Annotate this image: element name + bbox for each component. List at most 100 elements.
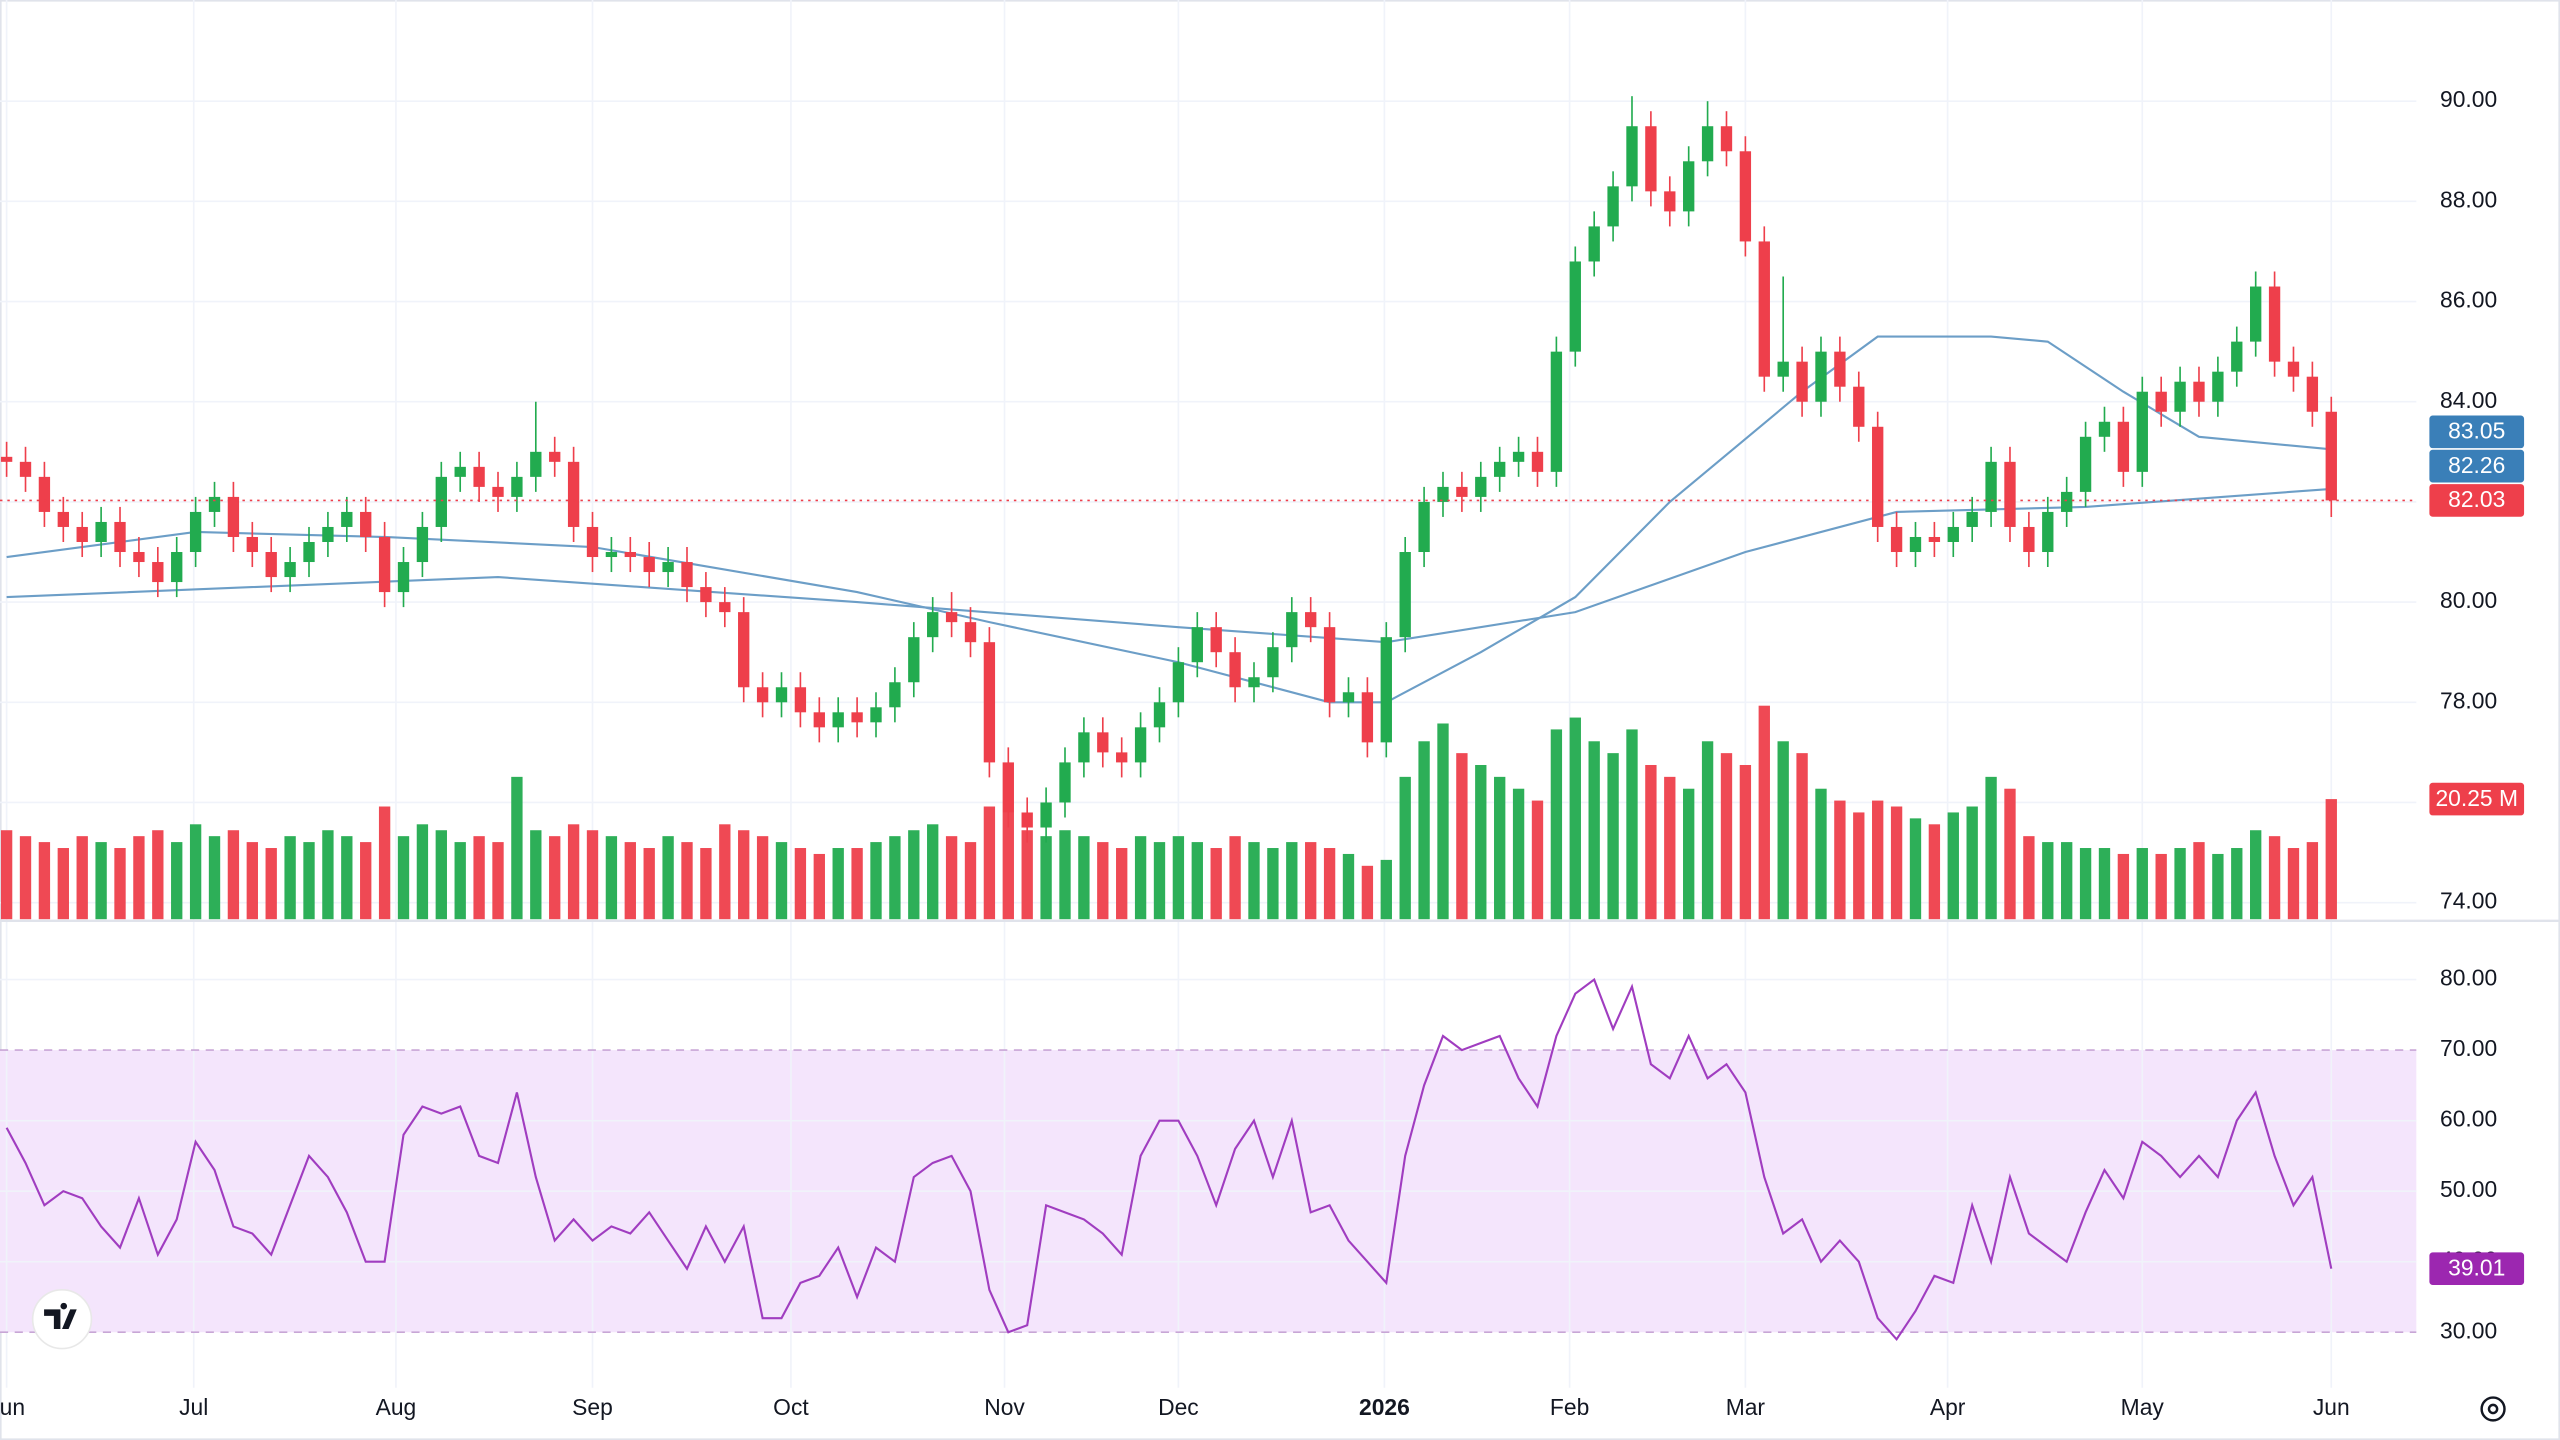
volume-bar [927, 824, 939, 920]
volume-bar [964, 842, 977, 920]
candle-body [908, 637, 920, 683]
candle-body [1172, 662, 1185, 703]
volume-bar [265, 848, 277, 920]
volume-bar [870, 842, 882, 920]
volume-bar [303, 842, 315, 920]
volume-bar [1664, 776, 1676, 920]
candle-body [397, 562, 410, 593]
candle-body [1456, 486, 1468, 497]
candle-body [189, 511, 202, 553]
candle-body [832, 712, 844, 728]
logo-mark [44, 1302, 77, 1329]
candle-body [964, 622, 977, 643]
volume-bar [76, 836, 88, 920]
candle-body [1512, 451, 1525, 462]
candle-body [1078, 732, 1090, 763]
candle-body [265, 552, 277, 578]
volume-bar [1985, 776, 1997, 920]
candle-body [2325, 411, 2337, 501]
candle-body [416, 526, 429, 563]
candle-body [492, 486, 504, 497]
candle-body [1626, 126, 1638, 187]
settings-icon-center [2487, 1403, 2499, 1415]
volume-tag-text: 20.25 M [2435, 785, 2518, 811]
volume-bar [416, 824, 429, 920]
ma-value-tag: 83.05 [2429, 415, 2525, 449]
volume-bar [1569, 717, 1581, 920]
x-tick-label: Mar [1726, 1394, 1766, 1420]
candle-body [1418, 501, 1430, 553]
candle-body [2155, 391, 2167, 412]
candle-body [1815, 351, 1827, 402]
volume-bar [1229, 836, 1241, 920]
candle-body [284, 562, 296, 578]
candle-body [870, 707, 882, 723]
volume-bar [1078, 836, 1090, 920]
volume-bar [945, 836, 958, 920]
volume-bar [1872, 800, 1884, 920]
candle-body [927, 612, 939, 638]
settings-button[interactable] [2480, 1396, 2506, 1422]
volume-bar [813, 853, 825, 920]
background-layer [0, 0, 2560, 1388]
candle-body [586, 526, 599, 558]
volume-bar [1323, 848, 1336, 920]
candle-body [1985, 461, 1997, 512]
candle-body [1040, 802, 1052, 828]
volume-bar [719, 824, 731, 920]
logo[interactable] [31, 1288, 93, 1350]
volume-bar [57, 848, 69, 920]
candle-body [76, 526, 88, 542]
volume-bar [1116, 848, 1128, 920]
volume-bar [1248, 842, 1260, 920]
volume-bar [1720, 753, 1733, 920]
x-tick-label: Nov [984, 1394, 1025, 1420]
candle-body [1531, 451, 1544, 472]
volume-bar [1815, 788, 1827, 920]
volume-bar [2212, 853, 2224, 920]
volume-bar [246, 842, 258, 920]
rsi-tick-label: 30.00 [2440, 1317, 2497, 1343]
candle-body [246, 536, 258, 553]
x-tick-label: Feb [1550, 1394, 1589, 1420]
candle-body [2287, 361, 2300, 377]
x-tick-label: May [2121, 1394, 2165, 1420]
volume-bar [794, 848, 807, 920]
x-tick-label: Aug [376, 1394, 417, 1420]
volume-bar [662, 836, 674, 920]
candle-body [1059, 762, 1071, 803]
candle-body [605, 552, 618, 558]
volume-bar [189, 824, 202, 920]
volume-bar [738, 830, 750, 920]
rsi-tick-label: 70.00 [2440, 1035, 2497, 1061]
candle-body [1475, 476, 1487, 497]
volume-bar [2004, 788, 2016, 920]
volume-bar [851, 848, 863, 920]
volume-bar [775, 842, 788, 920]
candle-body [1928, 536, 1941, 542]
volume-bar [19, 836, 32, 920]
candle-body [1437, 486, 1449, 502]
volume-bar [38, 842, 51, 920]
volume-bar [1758, 705, 1770, 920]
candle-body [1116, 752, 1128, 763]
ma-value-tag: 82.26 [2429, 449, 2525, 483]
candle-body [1947, 526, 1959, 542]
volume-bar [152, 830, 164, 920]
logo-circle[interactable] [31, 1288, 93, 1350]
volume-bar [1153, 842, 1166, 920]
ma-value-tag-text: 83.05 [2448, 418, 2505, 444]
candle-body [1966, 511, 1978, 527]
volume-bar [605, 836, 618, 920]
candle-body [19, 461, 32, 477]
candle-body [227, 496, 240, 537]
volume-bar [360, 842, 372, 920]
candle-body [662, 562, 674, 573]
volume-bar [1021, 830, 1033, 920]
settings-icon[interactable] [2480, 1396, 2506, 1422]
volume-bar [1172, 836, 1185, 920]
candle-body [1342, 692, 1355, 703]
candle-body [530, 451, 542, 477]
candle-body [1305, 612, 1317, 628]
